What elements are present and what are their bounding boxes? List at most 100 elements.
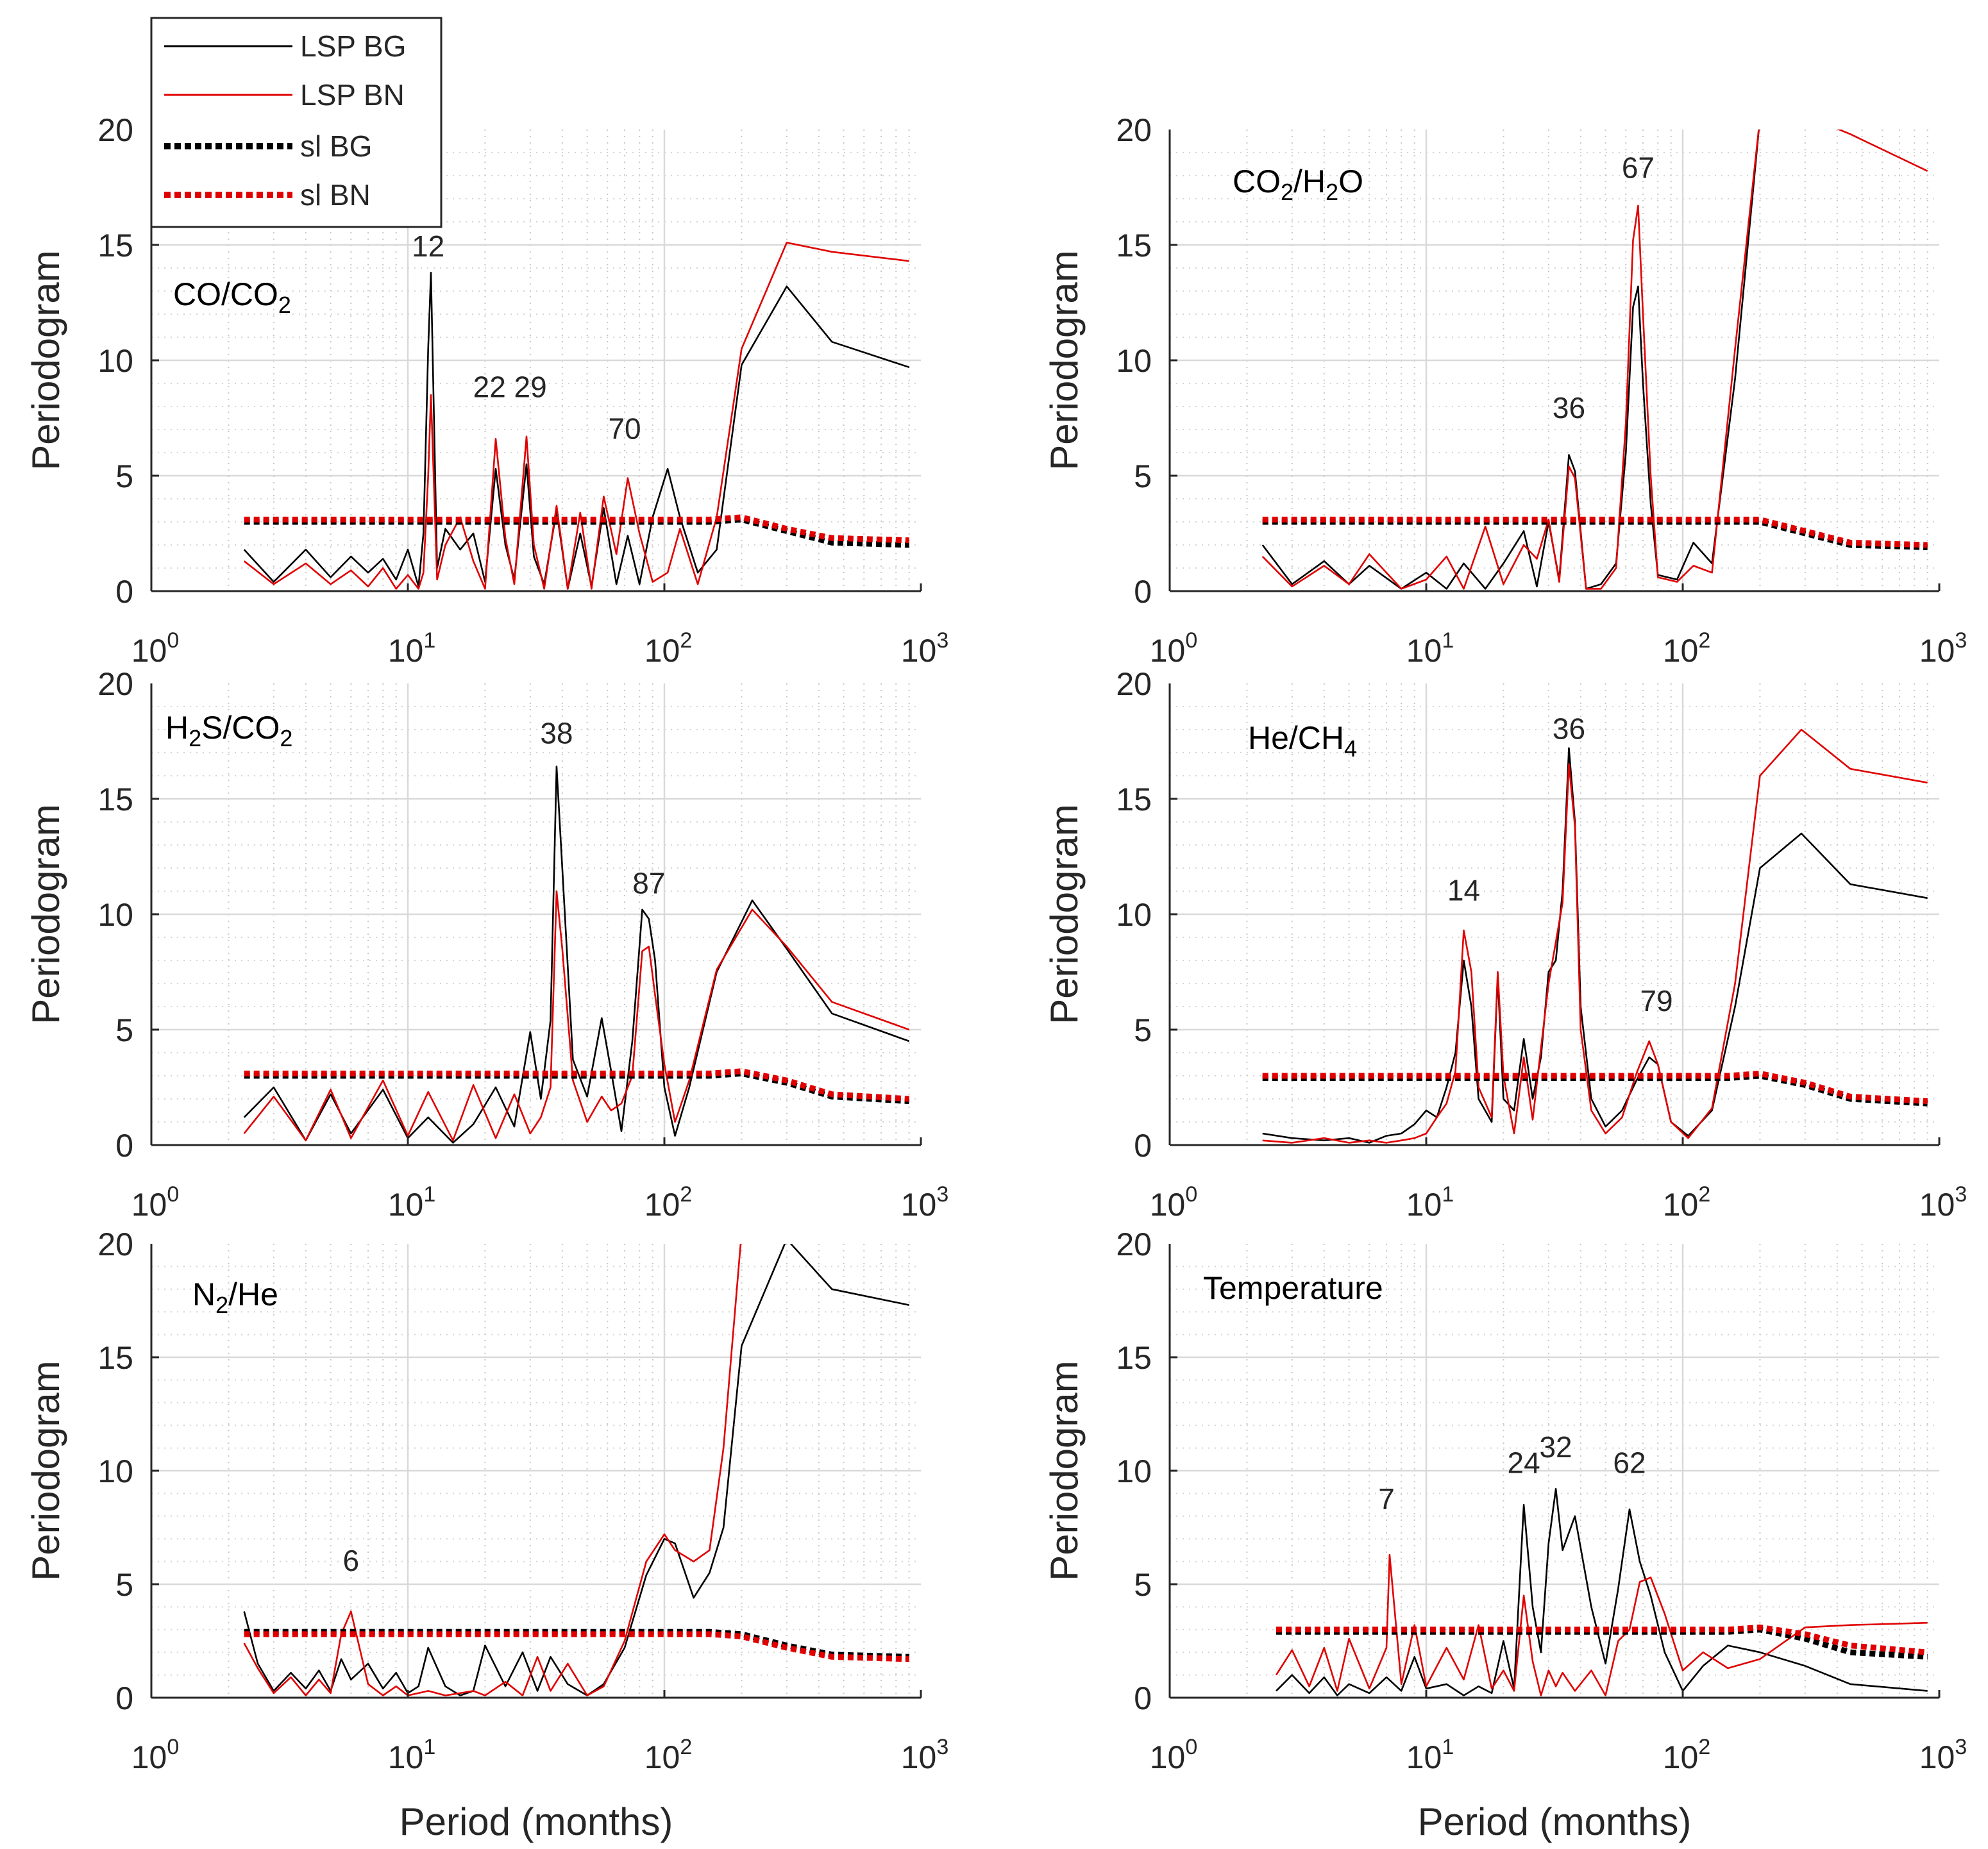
x-tick-label: 103: [901, 1182, 949, 1223]
legend-label-lsp-bg: LSP BG: [300, 29, 406, 63]
y-axis-label: Periodogram: [1043, 804, 1086, 1025]
series-group: [243, 242, 910, 590]
panel-title: Temperature: [1203, 1270, 1383, 1306]
y-tick-label: 15: [1116, 228, 1152, 264]
series-sl-bn: [1262, 516, 1928, 548]
panel-title: N2/He: [192, 1276, 278, 1318]
series-sl-bn: [244, 1631, 909, 1662]
legend-label-lsp-bn: LSP BN: [300, 78, 405, 112]
panel-title: H2S/CO2: [165, 710, 292, 751]
x-tick-label: 101: [388, 628, 436, 669]
series-sl-bn: [244, 514, 909, 544]
peak-annotation: 36: [1553, 712, 1585, 745]
y-tick-label: 5: [115, 458, 133, 494]
y-axis-label: Periodogram: [1043, 250, 1086, 471]
y-tick-label: 20: [97, 1226, 133, 1262]
x-tick-label: 103: [1919, 1182, 1967, 1223]
y-tick-label: 5: [115, 1567, 133, 1603]
series-sl-bn: [1262, 1070, 1928, 1105]
y-tick-label: 5: [1134, 1012, 1152, 1048]
y-tick-label: 20: [97, 666, 133, 702]
x-tick-label: 100: [1150, 1735, 1198, 1775]
x-tick-label: 103: [1919, 1735, 1967, 1775]
y-tick-label: 5: [115, 1012, 133, 1048]
series-group: [1261, 130, 1928, 590]
peak-annotation: 38: [540, 717, 573, 750]
x-tick-label: 102: [644, 628, 693, 669]
x-tick-label: 102: [1663, 628, 1711, 669]
y-axis-label: Periodogram: [24, 1360, 67, 1581]
legend: LSP BG LSP BN sl BG sl BN: [150, 17, 442, 228]
peak-annotation: 36: [1553, 391, 1585, 424]
peak-annotation: 12: [412, 230, 444, 263]
series-group: [243, 1244, 909, 1696]
x-tick-label: 102: [1663, 1735, 1711, 1775]
y-tick-label: 0: [115, 574, 133, 610]
y-tick-label: 0: [1134, 574, 1152, 610]
peak-annotation: 14: [1447, 873, 1480, 907]
y-tick-label: 5: [1134, 1567, 1152, 1603]
x-tick-label: 101: [388, 1182, 436, 1223]
y-tick-label: 10: [97, 343, 133, 379]
legend-label-sl-bn: sl BN: [300, 178, 371, 212]
y-tick-label: 20: [1116, 666, 1152, 702]
y-tick-label: 5: [1134, 458, 1152, 494]
x-axis-label: Period (months): [400, 1800, 673, 1843]
x-tick-label: 101: [1406, 628, 1454, 669]
peak-annotation: 67: [1622, 151, 1655, 185]
x-tick-label: 100: [131, 1182, 180, 1223]
y-tick-label: 0: [1134, 1680, 1152, 1716]
panel-title: He/CH4: [1248, 720, 1357, 762]
series-group: [243, 766, 910, 1144]
y-axis-label: Periodogram: [24, 804, 67, 1025]
peak-annotation: 62: [1613, 1446, 1646, 1480]
series-sl-bn: [1276, 1624, 1928, 1655]
series-group: [1275, 1488, 1928, 1696]
y-tick-label: 15: [97, 1340, 133, 1376]
x-tick-label: 103: [901, 1735, 949, 1775]
series-lsp-bn: [243, 1244, 742, 1696]
x-tick-label: 101: [1406, 1735, 1454, 1775]
panel-6: 100 101 102 103 0 5 10 15 20 Periodogram Period (m…: [1043, 1226, 1967, 1843]
legend-label-sl-bg: sl BG: [300, 130, 372, 163]
peak-annotation: 7: [1378, 1482, 1395, 1516]
series-sl-bn: [244, 1068, 909, 1102]
panel-4: 100 101 102 103 0 5 10 15 20 Periodogram He/CH4 14 3…: [1043, 666, 1967, 1223]
series-lsp-bn: [1261, 130, 1928, 590]
x-tick-label: 102: [1663, 1182, 1711, 1223]
peak-annotation: 70: [608, 412, 641, 445]
y-axis-label: Periodogram: [24, 250, 67, 471]
y-tick-label: 20: [1116, 1226, 1152, 1262]
y-tick-label: 10: [97, 897, 133, 933]
y-tick-label: 15: [1116, 782, 1152, 817]
series-lsp-bn: [243, 890, 910, 1142]
series-lsp-bn: [1262, 728, 1928, 1144]
y-tick-label: 0: [115, 1128, 133, 1164]
y-tick-label: 15: [97, 782, 133, 817]
panel-5: 100 101 102 103 0 5 10 15 20 Periodogram Period (m…: [24, 1226, 948, 1843]
y-tick-label: 15: [1116, 1340, 1152, 1376]
panel-1: 100 101 102 103 0 5 10 15 20 Periodogram CO/CO2 12 2…: [24, 112, 948, 669]
peak-annotation: 87: [632, 867, 665, 900]
series-lsp-bn: [1275, 1553, 1928, 1696]
x-tick-label: 100: [131, 1735, 180, 1775]
panel-3: 100 101 102 103 0 5 10 15 20 Periodogram H2S/CO2 38…: [24, 666, 948, 1223]
x-tick-label: 103: [901, 628, 949, 669]
series-sl-bg: [1276, 1627, 1928, 1660]
series-lsp-bg: [243, 766, 910, 1144]
x-tick-label: 101: [388, 1735, 436, 1775]
series-lsp-bn: [243, 242, 909, 590]
x-tick-label: 103: [1919, 628, 1967, 669]
y-tick-label: 0: [1134, 1128, 1152, 1164]
panel-2: 100 101 102 103 0 5 10 15 20 Periodogram CO2/H2O 67…: [1043, 112, 1967, 669]
peak-annotation: 22 29: [473, 371, 547, 404]
x-tick-label: 100: [1150, 1182, 1198, 1223]
x-axis-label: Period (months): [1418, 1800, 1692, 1843]
y-tick-label: 10: [1116, 343, 1152, 379]
series-group: [1262, 728, 1928, 1144]
y-tick-label: 10: [1116, 897, 1152, 933]
panel-title: CO2/H2O: [1233, 163, 1363, 205]
peak-annotation: 32: [1539, 1430, 1572, 1464]
y-tick-label: 20: [97, 112, 133, 148]
